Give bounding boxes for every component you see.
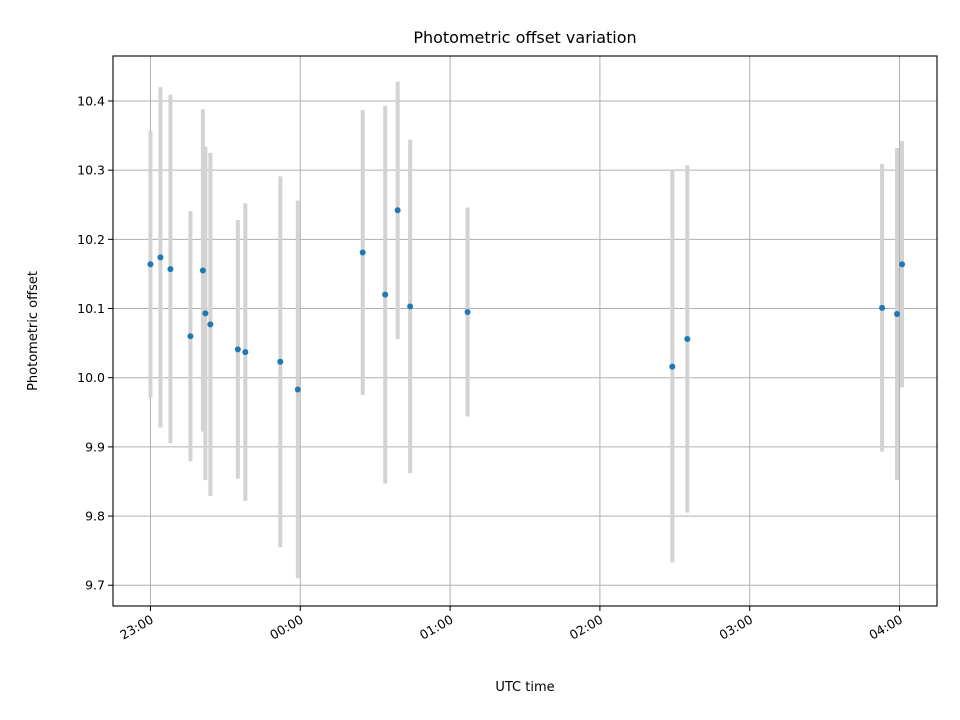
data-point	[294, 386, 301, 393]
chart-title: Photometric offset variation	[413, 28, 636, 47]
x-axis-ticks: 23:00 00:00 01:00 02:00 03:00 04:00	[117, 606, 905, 643]
data-point	[464, 308, 471, 315]
data-point	[202, 310, 209, 317]
data-point	[359, 249, 366, 256]
y-axis-label: Photometric offset	[26, 271, 41, 391]
y-tick-label: 10.4	[77, 93, 105, 108]
x-tick-label: 03:00	[717, 612, 756, 643]
data-point	[199, 267, 206, 274]
y-tick-label: 9.8	[85, 509, 105, 524]
grid-lines	[113, 56, 937, 606]
plot-frame	[112, 55, 938, 607]
data-point	[382, 291, 389, 298]
data-points	[147, 207, 906, 393]
x-tick-label: 02:00	[567, 612, 606, 643]
data-point	[167, 266, 174, 273]
data-point	[394, 207, 401, 214]
data-point	[277, 358, 284, 365]
data-point	[407, 303, 414, 310]
y-tick-label: 9.9	[85, 439, 105, 454]
error-bars	[148, 81, 905, 579]
y-axis-ticks: 9.7 9.8 9.9 10.0 10.1 10.2 10.3 10.4	[77, 93, 113, 593]
data-point	[684, 335, 691, 342]
x-axis-label: UTC time	[495, 680, 554, 695]
x-tick-label: 04:00	[866, 612, 905, 643]
x-tick-label: 00:00	[267, 612, 306, 643]
data-point	[879, 304, 886, 311]
data-point	[207, 321, 214, 328]
y-tick-label: 9.7	[85, 578, 105, 593]
data-point	[187, 333, 194, 340]
y-tick-label: 10.1	[77, 301, 105, 316]
data-point	[899, 261, 906, 268]
data-point	[242, 349, 249, 356]
y-tick-label: 10.0	[77, 370, 105, 385]
data-point	[157, 254, 164, 261]
x-tick-label: 01:00	[417, 612, 456, 643]
data-point	[894, 311, 901, 318]
data-point	[234, 346, 241, 353]
data-point	[147, 261, 154, 268]
y-tick-label: 10.3	[77, 163, 105, 178]
data-point	[669, 363, 676, 370]
y-tick-label: 10.2	[77, 232, 105, 247]
x-tick-label: 23:00	[117, 612, 156, 643]
